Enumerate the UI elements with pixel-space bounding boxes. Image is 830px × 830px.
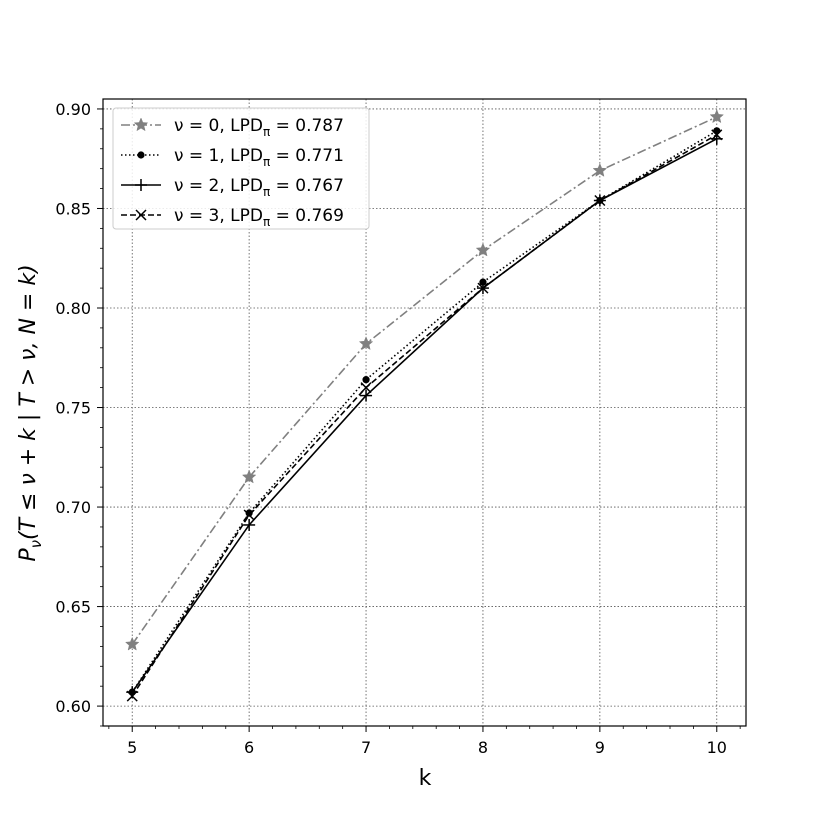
x-marker-b — [126, 690, 138, 702]
legend-box — [112, 107, 370, 230]
y-tick-label: 0.85 — [55, 199, 91, 218]
star-marker — [241, 469, 257, 484]
y-tick-label: 0.60 — [55, 697, 91, 716]
star-marker — [709, 109, 725, 124]
y-tick-label: 0.80 — [55, 299, 91, 318]
x-marker-b — [594, 194, 606, 207]
plus-marker — [135, 179, 147, 191]
dot-marker — [245, 509, 253, 517]
x-tick-label: 9 — [595, 738, 605, 757]
y-tick-label: 0.70 — [55, 498, 91, 517]
x-marker — [477, 282, 489, 294]
x-marker-b — [243, 509, 255, 521]
legend-entry-2: ν = 2, LPDπ = 0.767 — [121, 176, 344, 199]
grid — [103, 99, 746, 726]
plus-marker — [243, 518, 256, 531]
y-axis-title: Pν(T ≤ ν + k | T > ν, N = k) — [16, 264, 45, 561]
x-marker — [126, 690, 138, 702]
star-marker — [133, 117, 149, 132]
series-3 — [126, 129, 723, 702]
y-tick-label: 0.90 — [55, 100, 91, 119]
series-line-2 — [131, 138, 718, 693]
star-marker — [358, 336, 374, 351]
x-marker — [135, 209, 147, 221]
plot-area-frame — [102, 98, 747, 727]
x-tick-label: 8 — [478, 738, 488, 757]
x-tick-label: 10 — [707, 738, 727, 757]
legend-label-3: ν = 3, LPDπ = 0.769 — [174, 206, 344, 229]
x-tick-label: 5 — [127, 738, 137, 757]
series-line-0 — [131, 116, 718, 645]
star-marker — [475, 242, 491, 257]
star-marker — [124, 636, 140, 651]
x-marker-b — [135, 209, 147, 221]
dot-marker — [137, 151, 145, 159]
legend-label-0: ν = 0, LPDπ = 0.787 — [174, 116, 344, 139]
x-tick-label: 7 — [361, 738, 371, 757]
x-marker-b — [711, 129, 723, 141]
y-tick-label: 0.65 — [55, 598, 91, 617]
legend-entry-3: ν = 3, LPDπ = 0.769 — [121, 206, 344, 229]
x-marker — [243, 509, 255, 521]
series-line-1 — [131, 130, 718, 693]
plus-marker — [360, 389, 373, 402]
star-marker — [592, 163, 608, 177]
x-marker-b — [360, 382, 372, 394]
legend-entry-1: ν = 1, LPDπ = 0.771 — [121, 146, 344, 169]
dot-marker — [362, 376, 370, 384]
legend-entry-0: ν = 0, LPDπ = 0.787 — [121, 116, 344, 139]
y-tick-label: 0.75 — [55, 399, 91, 418]
legend-label-2: ν = 2, LPDπ = 0.767 — [174, 176, 344, 199]
x-marker — [711, 129, 723, 141]
axes: 5 6 7 8 9 10 0.60 0.65 0.70 0.75 0.80 0.85 0.90 — [55, 100, 741, 757]
x-marker — [360, 382, 372, 394]
x-marker — [594, 194, 606, 207]
x-marker-b — [477, 282, 489, 294]
series-group — [124, 109, 725, 702]
legend-label-1: ν = 1, LPDπ = 0.771 — [174, 146, 344, 169]
x-axis-title: k — [419, 766, 432, 791]
legend: ν = 0, LPDπ = 0.787 ν = 1, LPDπ = 0.771 ν … — [112, 107, 370, 230]
x-tick-label: 6 — [244, 738, 254, 757]
series-0 — [124, 109, 725, 651]
